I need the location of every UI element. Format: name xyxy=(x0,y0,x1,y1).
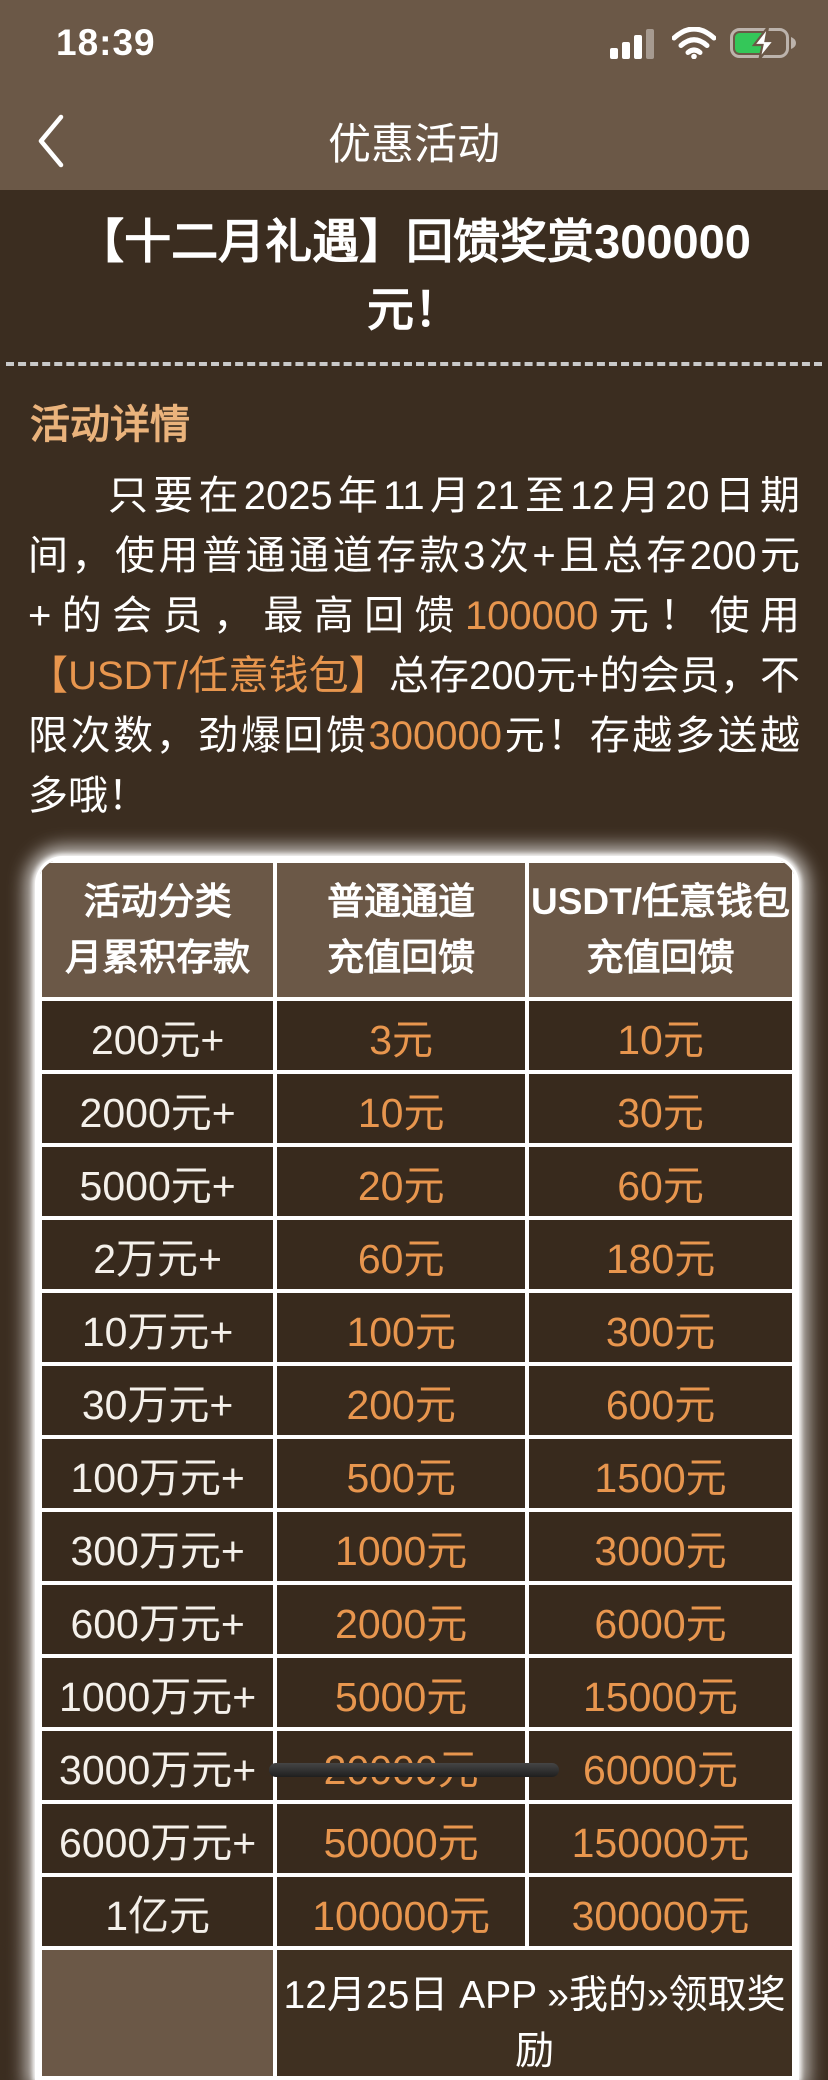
wifi-icon xyxy=(672,27,716,59)
usdt-reward-cell: 180元 xyxy=(525,1216,796,1293)
column-header-1: 普通通道 充值回馈 xyxy=(273,859,530,1001)
table-row: 200元+ 3元 10元 xyxy=(38,997,796,1074)
table-row: 10万元+ 100元 300元 xyxy=(38,1289,796,1366)
normal-channel-reward-cell: 10元 xyxy=(273,1070,530,1147)
normal-channel-reward-cell: 2000元 xyxy=(273,1581,530,1658)
table-row: 600万元+ 2000元 6000元 xyxy=(38,1581,796,1658)
nav-bar: 优惠活动 xyxy=(0,96,828,186)
footer-label-cell xyxy=(38,1946,278,2080)
normal-channel-reward-cell: 1000元 xyxy=(273,1508,530,1585)
body-text: 总存200元+的会员，不限次数，劲爆回馈 xyxy=(28,654,800,758)
footer-note-cell: 12月25日 APP »我的»领取奖励 xyxy=(273,1946,796,2080)
activity-description: 只要在2025年11月21至12月20日期间，使用普通通道存款3次+且总存200… xyxy=(28,466,800,826)
usdt-reward-cell: 60000元 xyxy=(525,1727,796,1804)
usdt-reward-cell: 300元 xyxy=(525,1289,796,1366)
deposit-cell: 2000元+ xyxy=(38,1070,278,1147)
deposit-cell: 5000元+ xyxy=(38,1143,278,1220)
highlight-text: 300000 xyxy=(368,714,503,758)
usdt-reward-cell: 3000元 xyxy=(525,1508,796,1585)
table-row: 1000万元+ 5000元 15000元 xyxy=(38,1654,796,1731)
table-row: 6000万元+ 50000元 150000元 xyxy=(38,1800,796,1877)
table-row: 1亿元 100000元 300000元 xyxy=(38,1873,796,1950)
table-row: 5000元+ 20元 60元 xyxy=(38,1143,796,1220)
column-header-line1: USDT/任意钱包 xyxy=(531,881,791,922)
usdt-reward-cell: 150000元 xyxy=(525,1800,796,1877)
usdt-reward-cell: 15000元 xyxy=(525,1654,796,1731)
usdt-reward-cell: 300000元 xyxy=(525,1873,796,1950)
battery-charging-icon xyxy=(730,26,800,60)
normal-channel-reward-cell: 500元 xyxy=(273,1435,530,1512)
table-body: 200元+ 3元 10元 2000元+ 10元 30元 5000元+ 20元 60元 2万元+ 60… xyxy=(38,997,796,1950)
deposit-cell: 200元+ xyxy=(38,997,278,1074)
highlight-text: 100000 xyxy=(464,594,599,638)
page-title: 优惠活动 xyxy=(328,121,500,169)
normal-channel-reward-cell: 50000元 xyxy=(273,1800,530,1877)
usdt-reward-cell: 6000元 xyxy=(525,1581,796,1658)
column-header-line2: 月累积存款 xyxy=(65,937,251,978)
usdt-reward-cell: 60元 xyxy=(525,1143,796,1220)
back-button[interactable] xyxy=(36,112,70,170)
app-header: 18:39 xyxy=(0,0,828,190)
column-header-0: 活动分类 月累积存款 xyxy=(38,859,278,1001)
usdt-reward-cell: 30元 xyxy=(525,1070,796,1147)
body-text: 元！使用 xyxy=(598,594,801,638)
highlight-text: 【USDT/任意钱包】 xyxy=(28,654,389,698)
column-header-line2: 充值回馈 xyxy=(586,937,735,978)
deposit-cell: 2万元+ xyxy=(38,1216,278,1293)
deposit-cell: 1000万元+ xyxy=(38,1654,278,1731)
deposit-cell: 10万元+ xyxy=(38,1289,278,1366)
usdt-reward-cell: 600元 xyxy=(525,1362,796,1439)
column-header-line2: 充值回馈 xyxy=(327,937,476,978)
promo-content: 【十二月礼遇】回馈奖赏300000元！ 活动详情 只要在2025年11月21至1… xyxy=(0,190,828,2080)
status-bar: 18:39 xyxy=(0,0,828,64)
normal-channel-reward-cell: 3元 xyxy=(273,997,530,1074)
body-text: 元！存越多送越多哦！ xyxy=(28,714,801,818)
table-header-row: 活动分类 月累积存款 普通通道 充值回馈 USDT/任意钱包 充值回馈 xyxy=(38,859,796,1001)
table-row: 300万元+ 1000元 3000元 xyxy=(38,1508,796,1585)
deposit-cell: 600万元+ xyxy=(38,1581,278,1658)
deposit-cell: 300万元+ xyxy=(38,1508,278,1585)
deposit-cell: 100万元+ xyxy=(38,1435,278,1512)
normal-channel-reward-cell: 100000元 xyxy=(273,1873,530,1950)
table-footer-row: 12月25日 APP »我的»领取奖励 xyxy=(38,1946,796,2080)
table-row: 100万元+ 500元 1500元 xyxy=(38,1435,796,1512)
status-time: 18:39 xyxy=(56,22,156,63)
deposit-cell: 3000万元+ xyxy=(38,1727,278,1804)
dashed-divider xyxy=(6,362,822,366)
normal-channel-reward-cell: 100元 xyxy=(273,1289,530,1366)
body-text: 只要在2025年11月21至12月20日期间，使用普通通道存款3次+且总存200… xyxy=(28,474,800,638)
deposit-cell: 30万元+ xyxy=(38,1362,278,1439)
normal-channel-reward-cell: 20元 xyxy=(273,1143,530,1220)
status-icons xyxy=(610,26,800,60)
cellular-signal-icon xyxy=(610,27,658,59)
table-row: 2万元+ 60元 180元 xyxy=(38,1216,796,1293)
normal-channel-reward-cell: 60元 xyxy=(273,1216,530,1293)
normal-channel-reward-cell: 5000元 xyxy=(273,1654,530,1731)
normal-channel-reward-cell: 200元 xyxy=(273,1362,530,1439)
home-indicator-bar[interactable] xyxy=(269,1763,559,1777)
usdt-reward-cell: 10元 xyxy=(525,997,796,1074)
rewards-table: 活动分类 月累积存款 普通通道 充值回馈 USDT/任意钱包 充值回馈 200元+ 3元 10… xyxy=(35,856,799,2080)
table-row: 30万元+ 200元 600元 xyxy=(38,1362,796,1439)
column-header-line1: 普通通道 xyxy=(327,881,476,922)
table-row: 2000元+ 10元 30元 xyxy=(38,1070,796,1147)
deposit-cell: 6000万元+ xyxy=(38,1800,278,1877)
column-header-2: USDT/任意钱包 充值回馈 xyxy=(525,859,796,1001)
deposit-cell: 1亿元 xyxy=(38,1873,278,1950)
section-heading: 活动详情 xyxy=(30,403,190,447)
column-header-line1: 活动分类 xyxy=(83,881,232,922)
promo-title: 【十二月礼遇】回馈奖赏300000元！ xyxy=(77,215,751,336)
usdt-reward-cell: 1500元 xyxy=(525,1435,796,1512)
